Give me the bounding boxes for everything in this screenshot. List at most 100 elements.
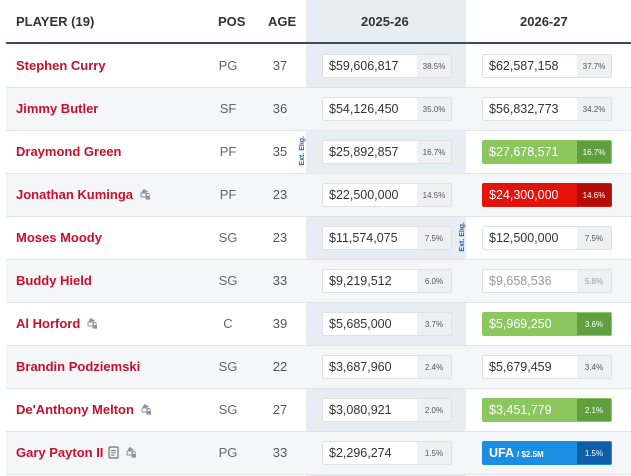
player-position: SG: [218, 359, 238, 374]
cap-percentage: 1.5%: [577, 442, 611, 464]
table-row: Buddy Hield SG 33 $9,219,512 6.0% $9,658,536 5…: [6, 260, 631, 303]
player-name[interactable]: Jonathan Kuminga: [16, 187, 134, 202]
player-name-link[interactable]: Stephen Curry: [16, 58, 106, 73]
cap-percentage: 37.7%: [577, 55, 611, 77]
salary-cell-2026-27[interactable]: $5,679,459 3.4%: [482, 355, 612, 379]
player-name[interactable]: Gary Payton II: [16, 445, 104, 460]
header-2025-26[interactable]: 2025-26: [361, 14, 409, 29]
cap-percentage: 1.5%: [417, 442, 451, 464]
salary-cell-2026-27[interactable]: $27,678,571 16.7%: [482, 140, 612, 164]
no-trade-icon[interactable]: [85, 317, 98, 330]
player-position: PF: [219, 144, 237, 159]
player-name-link[interactable]: De'Anthony Melton: [16, 402, 152, 417]
cap-percentage: 7.5%: [417, 227, 451, 249]
salary-cell-2025-26[interactable]: $3,687,960 2.4%: [322, 355, 452, 379]
table-row: Jimmy Butler SF 36 $54,126,450 35.0% $56,832,…: [6, 88, 631, 131]
salary-amount: $12,500,000: [489, 231, 559, 245]
salary-cell-2026-27[interactable]: UFA / $2.5M 1.5%: [482, 441, 612, 465]
player-name-link[interactable]: Brandin Podziemski: [16, 359, 140, 374]
player-position: PF: [219, 187, 237, 202]
cap-percentage: 16.7%: [417, 141, 451, 163]
salary-amount: $9,219,512: [329, 274, 392, 288]
player-name-link[interactable]: Jonathan Kuminga: [16, 187, 151, 202]
salary-amount: $25,892,857: [329, 145, 399, 159]
player-name[interactable]: Buddy Hield: [16, 273, 92, 288]
cap-percentage: 35.0%: [417, 98, 451, 120]
salary-amount: $5,685,000: [329, 317, 392, 331]
table-row: Gary Payton II PG 33 $2,296,274 1.5% UFA / $2…: [6, 432, 631, 475]
cap-percentage: 3.7%: [417, 313, 451, 335]
salary-cell-2025-26[interactable]: $11,574,075 7.5%: [322, 226, 452, 250]
player-name-link[interactable]: Draymond Green: [16, 144, 121, 159]
table-row: Brandin Podziemski SG 22 $3,687,960 2.4% $5,6…: [6, 346, 631, 389]
cap-percentage: 3.6%: [577, 313, 611, 335]
cap-percentage: 16.7%: [577, 141, 611, 163]
player-name[interactable]: De'Anthony Melton: [16, 402, 134, 417]
salary-cell-2025-26[interactable]: $25,892,857 16.7%: [322, 140, 452, 164]
salary-cell-2026-27[interactable]: $24,300,000 14.6%: [482, 183, 612, 207]
header-2026-27[interactable]: 2026-27: [520, 14, 568, 29]
salary-amount: $59,606,817: [329, 59, 399, 73]
player-name-link[interactable]: Al Horford: [16, 316, 98, 331]
cap-percentage: 6.0%: [417, 270, 451, 292]
header-player[interactable]: PLAYER (19): [16, 14, 95, 29]
player-age: 27: [272, 402, 288, 417]
table-row: Stephen Curry PG 37 $59,606,817 38.5% $62,587…: [6, 45, 631, 88]
ufa-cap-hold: / $2.5M: [517, 450, 544, 459]
salary-cell-2026-27[interactable]: $12,500,000 7.5%: [482, 226, 612, 250]
ufa-label: UFA: [489, 446, 518, 460]
player-age: 35: [272, 144, 288, 159]
header-pos[interactable]: POS: [218, 14, 246, 29]
player-name[interactable]: Brandin Podziemski: [16, 359, 141, 374]
document-icon[interactable]: [108, 446, 120, 459]
salary-cell-2026-27[interactable]: $62,587,158 37.7%: [482, 54, 612, 78]
salary-cell-2025-26[interactable]: $22,500,000 14.5%: [322, 183, 452, 207]
player-age: 33: [272, 445, 288, 460]
no-trade-icon[interactable]: [138, 188, 151, 201]
player-age: 37: [272, 58, 288, 73]
salary-amount: $2,296,274: [329, 446, 392, 460]
table-row: Draymond Green PF 35 $25,892,857 16.7% $27,67…: [6, 131, 631, 174]
salary-cell-2026-27[interactable]: $56,832,773 34.2%: [482, 97, 612, 121]
salary-cell-2025-26[interactable]: $5,685,000 3.7%: [322, 312, 452, 336]
salary-amount: $27,678,571: [489, 145, 559, 159]
player-name[interactable]: Moses Moody: [16, 230, 102, 245]
salary-amount: $54,126,450: [329, 102, 399, 116]
player-name-link[interactable]: Gary Payton II: [16, 445, 137, 460]
player-name[interactable]: Al Horford: [16, 316, 81, 331]
header-age[interactable]: AGE: [268, 14, 297, 29]
salary-cell-2025-26[interactable]: $3,080,921 2.0%: [322, 398, 452, 422]
player-age: 23: [272, 187, 288, 202]
player-name[interactable]: Draymond Green: [16, 144, 122, 159]
no-trade-icon[interactable]: [124, 446, 137, 459]
salary-cell-2025-26[interactable]: $54,126,450 35.0%: [322, 97, 452, 121]
salary-cell-2025-26[interactable]: $59,606,817 38.5%: [322, 54, 452, 78]
salary-cell-2025-26[interactable]: $9,219,512 6.0%: [322, 269, 452, 293]
player-name[interactable]: Stephen Curry: [16, 58, 106, 73]
cap-percentage: 5.8%: [577, 270, 611, 292]
player-position: SF: [219, 101, 237, 116]
player-age: 33: [272, 273, 288, 288]
cap-percentage: 7.5%: [577, 227, 611, 249]
player-name[interactable]: Jimmy Butler: [16, 101, 99, 116]
table-row: Jonathan Kuminga PF 23 $22,500,000 14.5% $24,…: [6, 174, 631, 217]
salary-cell-2026-27[interactable]: $3,451,779 2.1%: [482, 398, 612, 422]
salary-amount: $3,451,779: [489, 403, 552, 417]
cap-percentage: 2.1%: [577, 399, 611, 421]
player-name-link[interactable]: Buddy Hield: [16, 273, 92, 288]
salary-cell-2026-27[interactable]: $5,969,250 3.6%: [482, 312, 612, 336]
table-row: De'Anthony Melton SG 27 $3,080,921 2.0% $3,45…: [6, 389, 631, 432]
no-trade-icon[interactable]: [139, 403, 152, 416]
player-name-link[interactable]: Jimmy Butler: [16, 101, 98, 116]
salary-cell-2025-26[interactable]: $2,296,274 1.5%: [322, 441, 452, 465]
salary-amount: $56,832,773: [489, 102, 559, 116]
salary-cell-2026-27[interactable]: $9,658,536 5.8%: [482, 269, 612, 293]
cap-percentage: 3.4%: [577, 356, 611, 378]
player-age: 39: [272, 316, 288, 331]
player-age: 23: [272, 230, 288, 245]
salary-amount: $24,300,000: [489, 188, 559, 202]
salary-amount: $11,574,075: [329, 231, 398, 245]
player-name-link[interactable]: Moses Moody: [16, 230, 102, 245]
salary-amount: $22,500,000: [329, 188, 399, 202]
